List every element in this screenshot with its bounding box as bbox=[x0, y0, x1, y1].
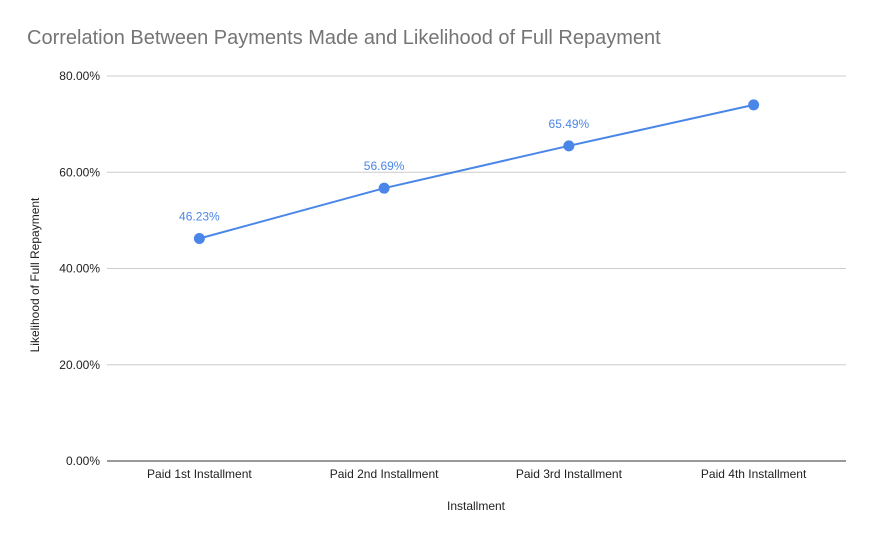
data-label: 65.49% bbox=[549, 117, 590, 131]
data-labels: 46.23% 56.69% 65.49% bbox=[179, 117, 590, 224]
data-point bbox=[563, 140, 575, 152]
x-axis-title: Installment bbox=[447, 499, 506, 513]
data-point bbox=[378, 182, 390, 194]
data-point bbox=[193, 233, 205, 245]
series-line bbox=[199, 103, 754, 240]
y-tick-label: 80.00% bbox=[59, 69, 100, 83]
y-tick-label: 60.00% bbox=[59, 165, 100, 179]
gridlines bbox=[107, 75, 846, 462]
x-tick-label: Paid 1st Installment bbox=[147, 467, 252, 481]
x-tick-label: Paid 2nd Installment bbox=[330, 467, 439, 481]
y-tick-label: 20.00% bbox=[59, 358, 100, 372]
x-tick-label: Paid 4th Installment bbox=[701, 467, 807, 481]
y-tick-label: 0.00% bbox=[66, 454, 100, 468]
y-axis-ticks: 0.00% 20.00% 40.00% 60.00% 80.00% bbox=[59, 69, 100, 468]
x-axis-ticks: Paid 1st Installment Paid 2nd Installment… bbox=[147, 467, 807, 481]
data-point bbox=[748, 99, 760, 111]
data-label: 46.23% bbox=[179, 210, 220, 224]
series-layer bbox=[193, 99, 760, 245]
y-axis-title: Likelihood of Full Repayment bbox=[28, 197, 42, 352]
y-tick-label: 40.00% bbox=[59, 262, 100, 276]
chart-title: Correlation Between Payments Made and Li… bbox=[27, 27, 661, 49]
x-tick-label: Paid 3rd Installment bbox=[516, 467, 623, 481]
data-label: 56.69% bbox=[364, 159, 405, 173]
